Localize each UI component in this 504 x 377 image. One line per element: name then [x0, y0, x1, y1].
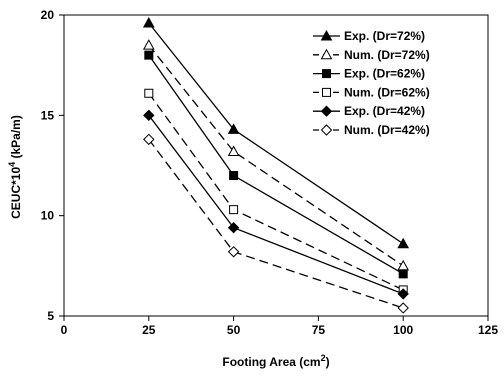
- data-point: [397, 259, 410, 271]
- series-0: [142, 16, 410, 249]
- data-point: [398, 269, 408, 279]
- y-axis-title: CEUC*104 (kPa/m): [7, 115, 23, 219]
- legend-label: Num. (Dr=62%): [344, 85, 430, 99]
- data-point: [229, 171, 239, 181]
- series-2: [144, 50, 408, 279]
- series-line: [148, 114, 404, 295]
- data-point: [397, 302, 409, 314]
- x-axis-title: Footing Area (cm2): [222, 353, 329, 369]
- x-tick-label: 0: [61, 323, 68, 337]
- data-point: [142, 16, 155, 28]
- x-tick-label: 75: [312, 323, 326, 337]
- data-point: [143, 109, 155, 122]
- legend-marker: [320, 29, 333, 41]
- data-point: [144, 88, 154, 98]
- series-line: [148, 44, 404, 267]
- axes: [63, 14, 489, 317]
- legend-label: Exp. (Dr=72%): [344, 29, 425, 43]
- data-point: [142, 39, 155, 50]
- legend-marker: [320, 48, 333, 60]
- legend-item: Num. (Dr=42%): [313, 123, 430, 137]
- legend: Exp. (Dr=72%) Num. (Dr=72%) Exp. (Dr=62%) N…: [313, 29, 430, 137]
- legend-item: Exp. (Dr=42%): [313, 104, 425, 118]
- legend-item: Exp. (Dr=62%): [313, 67, 425, 81]
- y-tick-label: 10: [41, 209, 55, 223]
- data-point: [397, 237, 410, 249]
- legend-marker: [320, 105, 333, 117]
- data-point: [143, 133, 155, 146]
- legend-label: Num. (Dr=42%): [344, 123, 430, 137]
- data-point: [227, 246, 240, 258]
- data-point: [144, 50, 154, 60]
- legend-marker: [320, 124, 333, 136]
- legend-label: Num. (Dr=72%): [344, 48, 430, 62]
- legend-marker: [322, 87, 331, 97]
- series-4: [143, 109, 409, 300]
- legend-marker: [322, 69, 331, 79]
- series-layer: [142, 16, 410, 314]
- series-5: [143, 133, 409, 314]
- x-tick-label: 125: [478, 323, 498, 337]
- y-tick-label: 5: [47, 309, 54, 323]
- data-point: [229, 205, 239, 215]
- legend-label: Exp. (Dr=62%): [344, 67, 425, 81]
- x-tick-label: 50: [227, 323, 241, 337]
- data-point: [227, 123, 240, 134]
- series-3: [144, 88, 408, 295]
- plot-frame: [63, 14, 489, 317]
- data-point: [397, 288, 409, 300]
- legend-label: Exp. (Dr=42%): [344, 104, 425, 118]
- x-tick-label: 100: [393, 323, 413, 337]
- series-line: [148, 139, 404, 309]
- data-point: [227, 221, 240, 234]
- x-tick-label: 25: [142, 323, 156, 337]
- y-tick-label: 15: [41, 108, 55, 122]
- legend-item: Num. (Dr=72%): [313, 48, 430, 62]
- ticks: 0 25 50 75 100 125 5 10 15 20: [41, 8, 499, 337]
- y-tick-label: 20: [41, 8, 55, 22]
- data-point: [227, 145, 240, 156]
- legend-item: Exp. (Dr=72%): [313, 29, 425, 43]
- series-1: [142, 39, 410, 271]
- legend-item: Num. (Dr=62%): [313, 85, 430, 99]
